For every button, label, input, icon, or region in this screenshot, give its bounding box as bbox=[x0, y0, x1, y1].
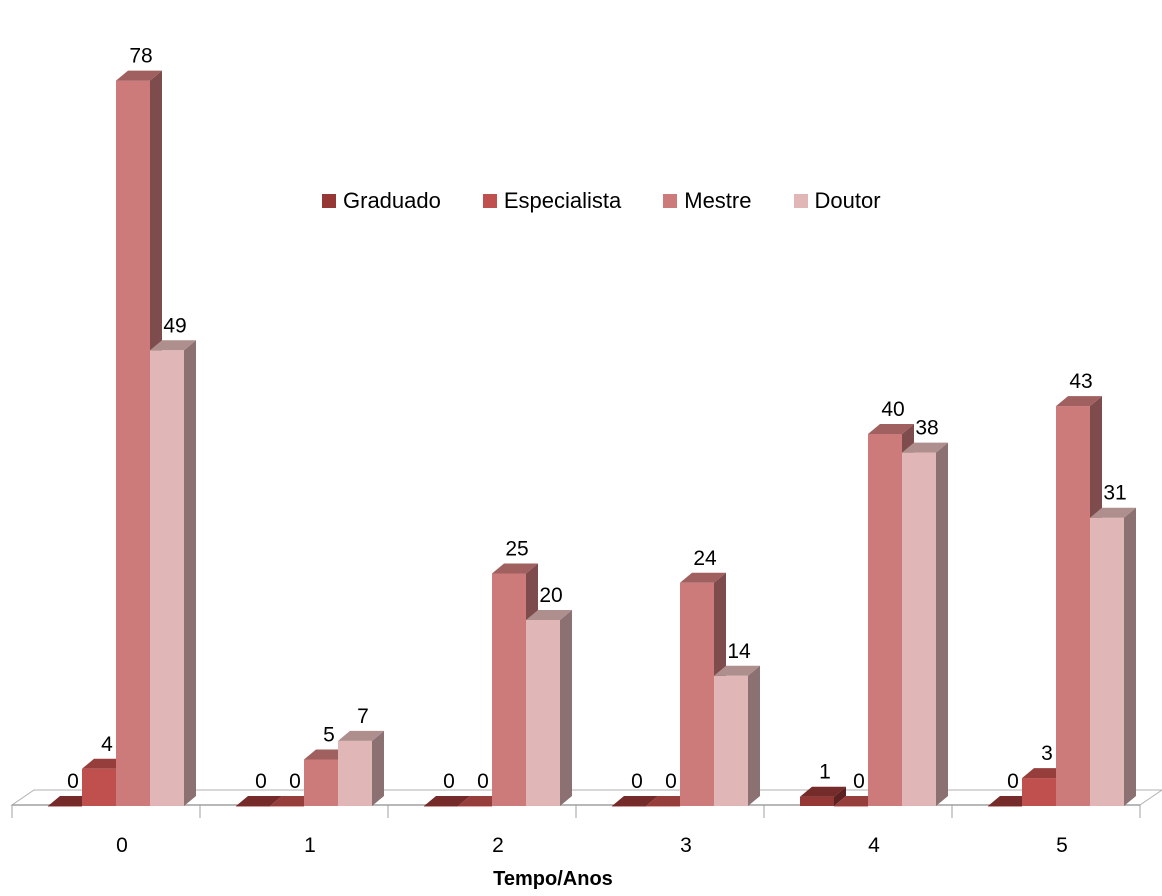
bar-side bbox=[1124, 507, 1136, 806]
legend-label: Especialista bbox=[503, 188, 622, 213]
bar bbox=[492, 573, 526, 806]
data-label: 1 bbox=[819, 761, 831, 784]
x-tick-label: 4 bbox=[868, 834, 880, 857]
bar-top bbox=[424, 796, 470, 806]
data-label: 24 bbox=[693, 547, 717, 570]
bar bbox=[304, 759, 338, 806]
legend-label: Graduado bbox=[343, 188, 441, 213]
bar bbox=[868, 434, 902, 806]
bar bbox=[646, 806, 680, 807]
data-label: 49 bbox=[163, 314, 186, 337]
bar-top bbox=[150, 340, 196, 351]
bar bbox=[680, 582, 714, 806]
bar bbox=[150, 350, 184, 806]
bar bbox=[270, 806, 304, 807]
legend-label: Doutor bbox=[814, 188, 881, 213]
bar-top bbox=[338, 730, 384, 741]
bar-top bbox=[236, 796, 282, 806]
legend-swatch bbox=[482, 194, 497, 208]
bar-top bbox=[902, 442, 948, 453]
data-label: 0 bbox=[665, 770, 677, 793]
data-label: 3 bbox=[1041, 742, 1053, 765]
bar-top bbox=[492, 563, 538, 574]
bar-side bbox=[560, 610, 572, 806]
bar-top bbox=[1056, 396, 1102, 407]
bar bbox=[1022, 778, 1056, 806]
data-label: 78 bbox=[129, 45, 152, 68]
data-label: 0 bbox=[67, 770, 79, 793]
data-label: 4 bbox=[101, 733, 113, 756]
x-axis-title: Tempo/Anos bbox=[493, 868, 613, 890]
data-label: 38 bbox=[915, 417, 938, 440]
bar-side bbox=[936, 442, 948, 806]
bar bbox=[1056, 406, 1090, 806]
legend-swatch bbox=[793, 194, 808, 208]
bar-top bbox=[868, 424, 914, 434]
legend-item: Especialista bbox=[482, 188, 622, 214]
bar-side bbox=[834, 786, 846, 806]
bar-side bbox=[372, 730, 384, 806]
bar bbox=[526, 620, 560, 806]
data-label: 31 bbox=[1103, 482, 1126, 505]
data-label: 0 bbox=[1007, 770, 1019, 793]
bar bbox=[116, 80, 150, 807]
x-tick-label: 5 bbox=[1056, 834, 1068, 857]
legend-swatch bbox=[322, 194, 336, 208]
data-label: 0 bbox=[853, 770, 865, 793]
bar bbox=[458, 806, 492, 807]
x-tick-label: 3 bbox=[680, 834, 692, 857]
data-label: 0 bbox=[289, 770, 301, 793]
data-label: 0 bbox=[477, 770, 489, 793]
data-label: 0 bbox=[443, 770, 455, 793]
legend-item: Graduado bbox=[322, 188, 441, 214]
bar-top bbox=[714, 665, 760, 676]
bar bbox=[82, 768, 116, 806]
bar bbox=[338, 740, 372, 806]
bar bbox=[236, 806, 270, 807]
bar bbox=[1090, 517, 1124, 806]
bar bbox=[424, 806, 458, 807]
data-label: 7 bbox=[357, 705, 369, 728]
bar-side bbox=[184, 340, 196, 806]
bar-top bbox=[526, 610, 572, 620]
x-tick-label: 2 bbox=[492, 834, 504, 857]
bar bbox=[714, 675, 748, 806]
bar-top bbox=[800, 786, 846, 797]
bar bbox=[834, 806, 868, 807]
bar-side bbox=[748, 665, 760, 806]
bar-top bbox=[612, 796, 658, 806]
bar-top bbox=[680, 572, 726, 583]
data-label: 40 bbox=[881, 398, 904, 421]
data-label: 0 bbox=[631, 770, 643, 793]
bar bbox=[988, 806, 1022, 807]
bar bbox=[48, 806, 82, 807]
x-tick-label: 0 bbox=[116, 834, 128, 857]
bar-top bbox=[1090, 507, 1136, 518]
data-label: 5 bbox=[323, 724, 335, 747]
x-tick-label: 1 bbox=[304, 834, 316, 857]
legend: Graduado Especialista Mestre Doutor bbox=[322, 188, 923, 214]
bar bbox=[800, 796, 834, 806]
legend-item: Doutor bbox=[793, 188, 881, 214]
legend-swatch bbox=[663, 194, 678, 208]
bar bbox=[612, 806, 646, 807]
legend-label: Mestre bbox=[684, 188, 752, 213]
legend-item: Mestre bbox=[663, 188, 752, 214]
data-label: 25 bbox=[505, 538, 528, 561]
bar bbox=[902, 452, 936, 806]
data-label: 14 bbox=[727, 640, 751, 663]
data-label: 0 bbox=[255, 770, 267, 793]
data-label: 20 bbox=[539, 584, 562, 607]
data-label: 43 bbox=[1069, 370, 1092, 393]
bar-top bbox=[116, 70, 162, 81]
